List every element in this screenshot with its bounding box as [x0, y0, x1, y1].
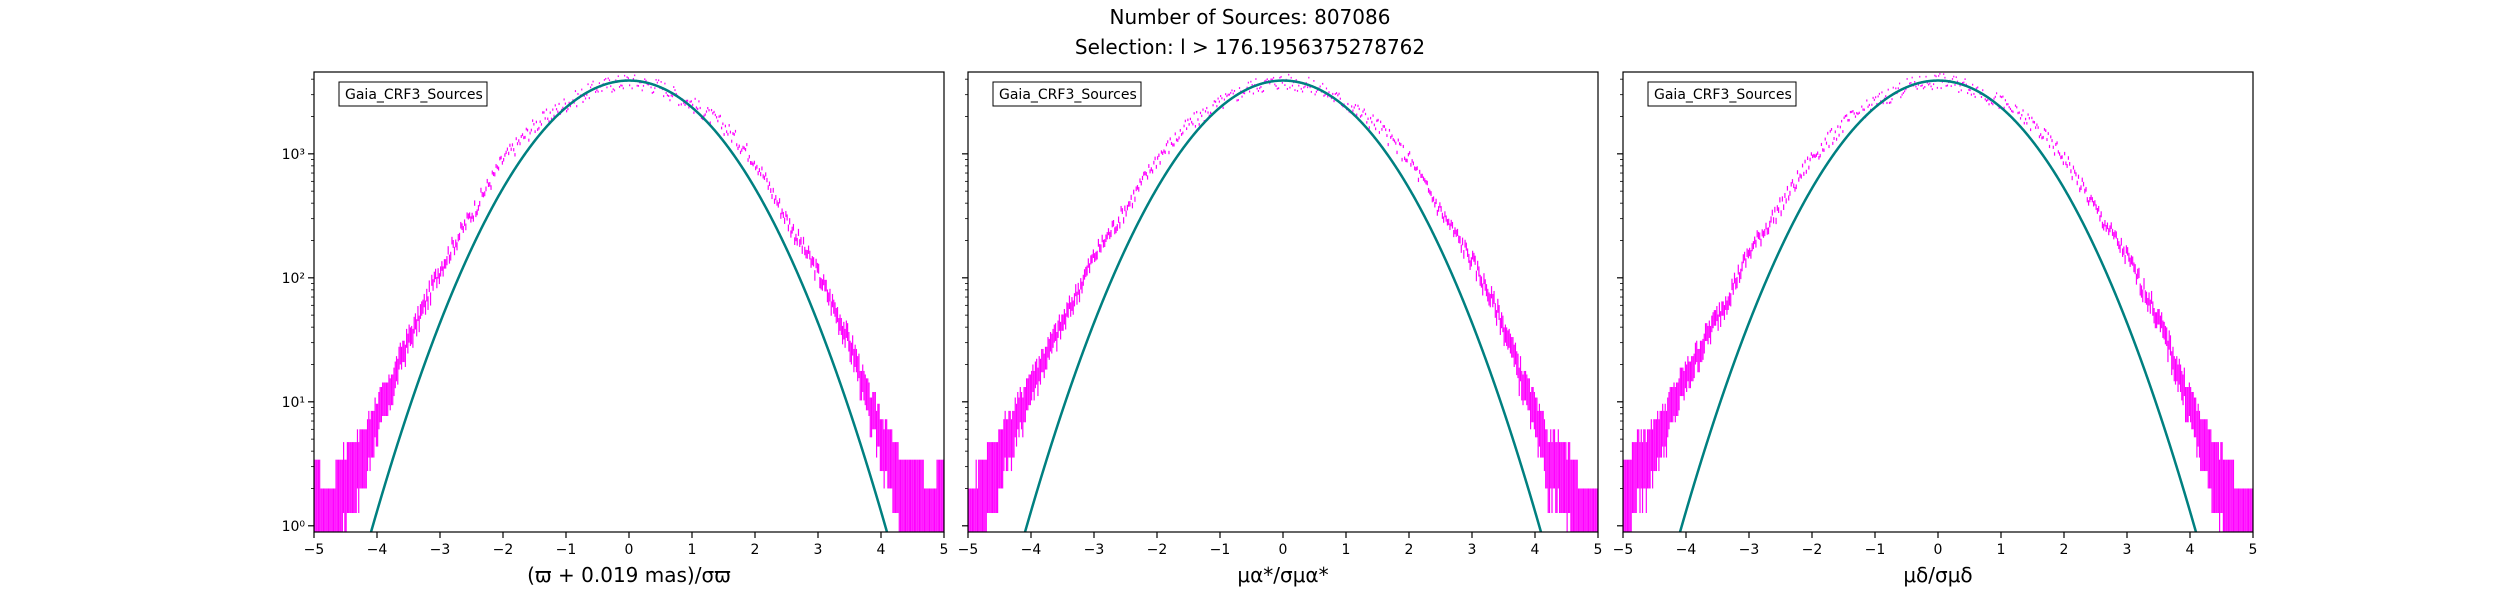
fit-curve — [1678, 79, 2198, 532]
x-tick-label: 5 — [2249, 542, 2258, 558]
legend-label: Gaia_CRF3_Sources — [999, 87, 1137, 103]
x-tick-label: 3 — [1468, 542, 1477, 558]
x-tick-label: 1 — [1997, 542, 2006, 558]
y-tick-label: 10² — [282, 271, 305, 287]
x-tick-label: −1 — [556, 542, 577, 558]
x-tick-label: −4 — [1676, 542, 1697, 558]
fit-curve-group — [1678, 79, 2198, 532]
x-tick-label: −5 — [1613, 542, 1634, 558]
x-tick-label: 4 — [1531, 542, 1540, 558]
fit-step-line — [1678, 79, 2198, 532]
x-tick-label: 5 — [1594, 542, 1603, 558]
legend-label: Gaia_CRF3_Sources — [345, 87, 483, 103]
fit-curve — [369, 79, 889, 532]
histogram-bars — [314, 74, 944, 532]
histogram-bars — [968, 73, 1598, 532]
x-tick-label: −5 — [304, 542, 325, 558]
axes-frame — [1622, 71, 2254, 533]
x-tick-label: 3 — [814, 542, 823, 558]
x-axis-label: μα*/σμα* — [1237, 563, 1328, 587]
x-tick-label: 2 — [751, 542, 760, 558]
x-tick-label: −5 — [958, 542, 979, 558]
fit-curve-group — [1023, 79, 1543, 532]
fit-curve — [1023, 79, 1543, 532]
x-axis-label: μδ/σμδ — [1903, 563, 1972, 587]
x-tick-label: −3 — [430, 542, 451, 558]
figure-subtitle: Selection: l > 176.1956375278762 — [1074, 35, 1426, 59]
x-tick-label: 2 — [1405, 542, 1414, 558]
x-tick-label: −1 — [1865, 542, 1886, 558]
x-tick-label: −1 — [1210, 542, 1231, 558]
y-tick-label: 10³ — [282, 147, 305, 163]
x-tick-label: −3 — [1084, 542, 1105, 558]
legend-box — [1647, 81, 1797, 107]
x-tick-label: 0 — [1934, 542, 1943, 558]
axes-frame — [313, 71, 945, 533]
x-tick-label: 1 — [1342, 542, 1351, 558]
legend-label: Gaia_CRF3_Sources — [1654, 87, 1792, 103]
chart-panel-3: −5 −4 −3 −2 −1 0 1 2 3 4 5 Gaia_CRF3_Sources μδ/σμδ — [1613, 71, 2258, 587]
legend-box — [338, 81, 488, 107]
y-tick-label: 10⁰ — [282, 519, 306, 535]
x-tick-label: −4 — [1021, 542, 1042, 558]
fit-step-line — [1023, 79, 1543, 532]
fit-curve-group — [369, 79, 889, 532]
x-tick-label: −2 — [493, 542, 514, 558]
x-tick-label: 1 — [688, 542, 697, 558]
x-tick-label: 5 — [940, 542, 949, 558]
axes-frame — [967, 71, 1599, 533]
chart-panel-2: −5 −4 −3 −2 −1 0 1 2 3 4 5 Gaia_CRF3_Sources μα*/σμα… — [958, 71, 1603, 587]
x-tick-label: 4 — [877, 542, 886, 558]
x-tick-label: −4 — [367, 542, 388, 558]
x-tick-label: 3 — [2123, 542, 2132, 558]
x-tick-label: −2 — [1802, 542, 1823, 558]
legend-box — [992, 81, 1142, 107]
histogram-bars — [1623, 73, 2253, 532]
x-tick-label: 4 — [2186, 542, 2195, 558]
x-tick-label: 2 — [2060, 542, 2069, 558]
fit-step-line — [369, 79, 889, 532]
x-axis-label: (ϖ + 0.019 mas)/σϖ — [527, 563, 731, 587]
y-tick-label: 10¹ — [282, 395, 305, 411]
chart-panel-1: −5 −4 −3 −2 −1 0 1 2 3 4 5 10⁰ 10¹ 10² 10³ Gaia_CRF3_So… — [282, 71, 949, 587]
x-tick-label: 0 — [625, 542, 634, 558]
figure-title: Number of Sources: 807086 — [1109, 5, 1391, 29]
x-tick-label: 0 — [1279, 542, 1288, 558]
x-tick-label: −2 — [1147, 542, 1168, 558]
x-tick-label: −3 — [1739, 542, 1760, 558]
